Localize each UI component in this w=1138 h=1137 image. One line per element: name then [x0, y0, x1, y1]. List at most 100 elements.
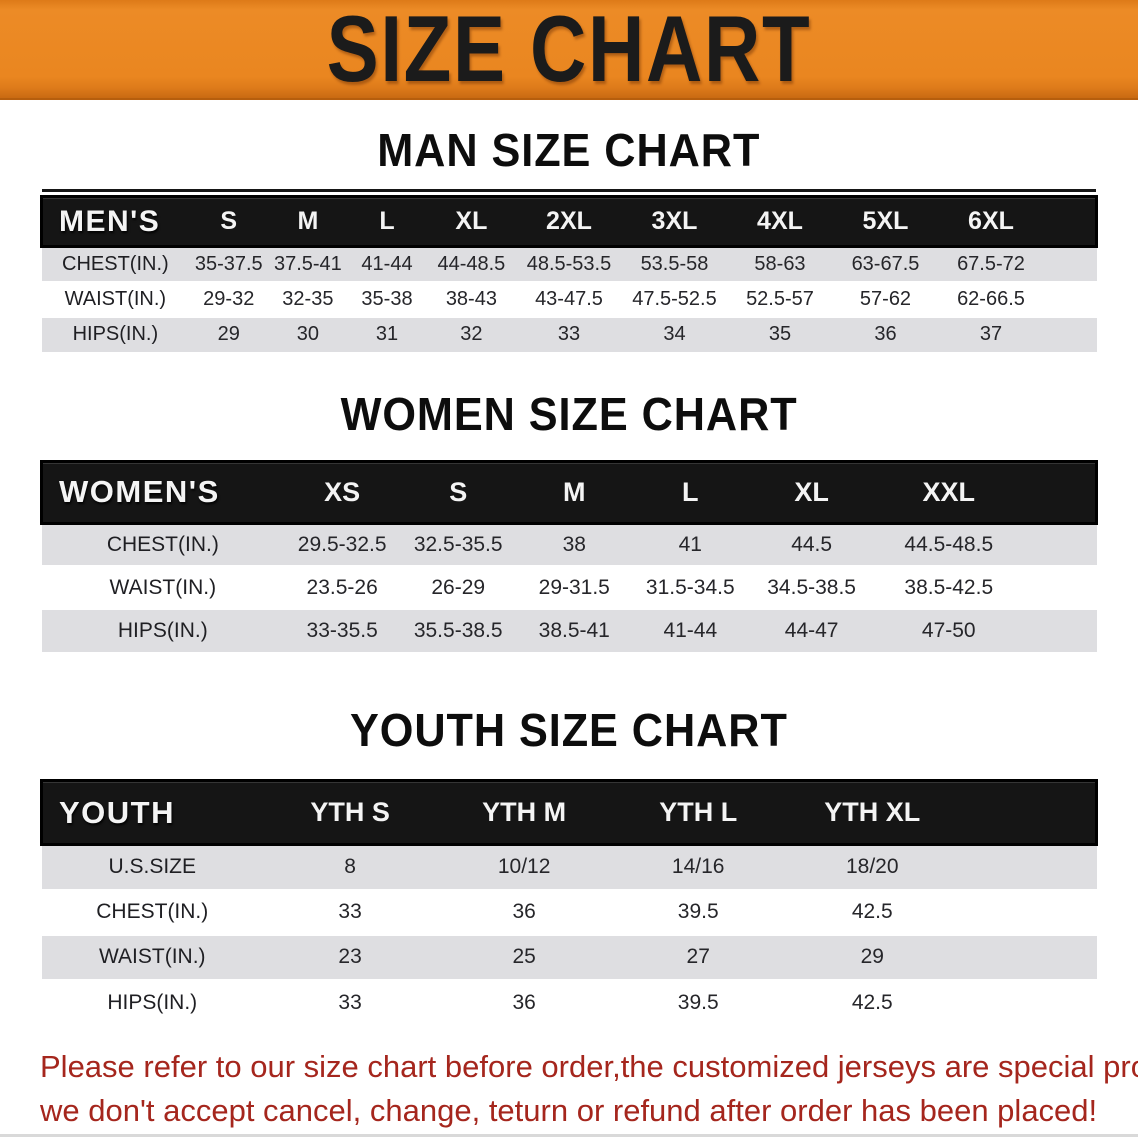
size-value-cell: 47.5-52.5 [621, 280, 728, 317]
size-column-header: YTH S [263, 779, 438, 846]
table-row: HIPS(IN.) 33-35.5 35.5-38.5 38.5-41 41-44 44-… [41, 608, 1097, 652]
size-value-cell: 42.5 [785, 978, 960, 1025]
row-spacer-cell [1022, 565, 1097, 609]
men-size-table: MEN'S S M L XL 2XL 3XL 4XL 5XL 6XL CHEST(IN.) 35-37… [40, 195, 1098, 352]
header-spacer-cell [1022, 459, 1098, 525]
size-value-cell: 27 [611, 933, 786, 980]
size-value-cell: 39.5 [611, 978, 786, 1025]
size-column-header: 4XL [727, 195, 833, 248]
size-column-header: XL [426, 195, 517, 248]
size-value-cell: 36 [437, 888, 612, 935]
table-row: HIPS(IN.) 29 30 31 32 33 34 35 36 37 [41, 315, 1097, 352]
men-size-section: MAN SIZE CHART MEN'S S M L XL 2XL 3XL 4XL 5XL 6XL… [0, 125, 1138, 352]
row-spacer-cell [959, 888, 1097, 935]
size-value-cell: 36 [437, 978, 612, 1025]
size-column-header: M [268, 195, 348, 248]
banner-title: SIZE CHART [326, 0, 812, 101]
size-value-cell: 37.5-41 [268, 245, 348, 282]
row-label: CHEST(IN.) [41, 522, 285, 566]
size-value-cell: 39.5 [611, 888, 786, 935]
size-value-cell: 35-38 [347, 280, 427, 317]
size-value-cell: 57-62 [832, 280, 939, 317]
row-spacer-cell [959, 933, 1097, 980]
size-value-cell: 31.5-34.5 [632, 565, 749, 609]
table-row: WAIST(IN.) 23 25 27 29 [41, 933, 1097, 980]
size-value-cell: 44.5 [748, 522, 875, 566]
table-header-label: YOUTH [40, 779, 264, 846]
size-column-header: 6XL [938, 195, 1044, 248]
bottom-edge-line [0, 1133, 1138, 1137]
size-value-cell: 38.5-41 [516, 608, 633, 652]
table-row: WAIST(IN.) 29-32 32-35 35-38 38-43 43-47.5 47.… [41, 280, 1097, 317]
size-value-cell: 18/20 [785, 843, 960, 890]
header-spacer-cell [1043, 195, 1098, 248]
size-column-header: XXL [874, 459, 1023, 525]
row-label: WAIST(IN.) [41, 933, 264, 980]
size-value-cell: 23 [263, 933, 438, 980]
size-value-cell: 41-44 [347, 245, 427, 282]
youth-section-heading: YOUTH SIZE CHART [0, 705, 1138, 755]
size-value-cell: 29 [785, 933, 960, 980]
women-section-heading: WOMEN SIZE CHART [0, 389, 1138, 439]
size-column-header: S [400, 459, 517, 525]
size-value-cell: 43-47.5 [516, 280, 622, 317]
men-section-heading: MAN SIZE CHART [0, 125, 1138, 175]
size-column-header: XL [748, 459, 875, 525]
size-value-cell: 67.5-72 [938, 245, 1044, 282]
size-value-cell: 53.5-58 [621, 245, 728, 282]
size-column-header: 5XL [832, 195, 939, 248]
size-value-cell: 30 [268, 315, 348, 352]
size-value-cell: 29-31.5 [516, 565, 633, 609]
table-row: CHEST(IN.) 35-37.5 37.5-41 41-44 44-48.5 48.5… [41, 245, 1097, 282]
size-value-cell: 29-32 [189, 280, 269, 317]
size-column-header: M [516, 459, 633, 525]
size-value-cell: 35-37.5 [189, 245, 269, 282]
row-spacer-cell [1022, 608, 1097, 652]
size-value-cell: 32-35 [268, 280, 348, 317]
size-value-cell: 32 [426, 315, 517, 352]
size-value-cell: 33-35.5 [284, 608, 401, 652]
size-value-cell: 29 [189, 315, 269, 352]
table-row: CHEST(IN.) 33 36 39.5 42.5 [41, 888, 1097, 935]
men-section-heading-text: MAN SIZE CHART [377, 124, 761, 176]
size-value-cell: 44.5-48.5 [874, 522, 1023, 566]
order-note: Please refer to our size chart before or… [40, 1045, 1138, 1133]
size-value-cell: 37 [938, 315, 1044, 352]
table-row: CHEST(IN.) 29.5-32.5 32.5-35.5 38 41 44.5 44.5… [41, 522, 1097, 566]
size-value-cell: 41-44 [632, 608, 749, 652]
size-column-header: YTH XL [785, 779, 960, 846]
size-value-cell: 52.5-57 [727, 280, 833, 317]
size-value-cell: 33 [263, 888, 438, 935]
size-value-cell: 33 [516, 315, 622, 352]
youth-size-section: YOUTH SIZE CHART YOUTH YTH S YTH M YTH L YTH… [0, 705, 1138, 1025]
order-note-line-2: we don't accept cancel, change, teturn o… [40, 1092, 1098, 1128]
row-label: HIPS(IN.) [41, 978, 264, 1025]
row-spacer-cell [1043, 245, 1097, 282]
size-column-header: S [189, 195, 269, 248]
row-spacer-cell [959, 843, 1097, 890]
table-header-label: WOMEN'S [40, 459, 285, 525]
size-value-cell: 14/16 [611, 843, 786, 890]
youth-section-heading-text: YOUTH SIZE CHART [350, 704, 788, 756]
size-column-header: 2XL [516, 195, 622, 248]
size-value-cell: 44-47 [748, 608, 875, 652]
size-value-cell: 10/12 [437, 843, 612, 890]
size-column-header: 3XL [621, 195, 728, 248]
size-value-cell: 35.5-38.5 [400, 608, 517, 652]
size-value-cell: 38.5-42.5 [874, 565, 1023, 609]
header-spacer-cell [959, 779, 1099, 846]
size-value-cell: 8 [263, 843, 438, 890]
row-label: HIPS(IN.) [41, 315, 190, 352]
table-row: WAIST(IN.) 23.5-26 26-29 29-31.5 31.5-34.5 34… [41, 565, 1097, 609]
row-label: CHEST(IN.) [41, 888, 264, 935]
size-value-cell: 63-67.5 [832, 245, 939, 282]
women-size-table: WOMEN'S XS S M L XL XXL CHEST(IN.) 29.5-32.5 32.5… [40, 459, 1098, 652]
size-value-cell: 42.5 [785, 888, 960, 935]
size-value-cell: 38-43 [426, 280, 517, 317]
size-value-cell: 62-66.5 [938, 280, 1044, 317]
row-spacer-cell [1043, 280, 1097, 317]
size-column-header: YTH M [437, 779, 612, 846]
table-header-label: MEN'S [40, 195, 190, 248]
row-spacer-cell [1022, 522, 1097, 566]
order-note-line-1: Please refer to our size chart before or… [40, 1048, 1138, 1084]
